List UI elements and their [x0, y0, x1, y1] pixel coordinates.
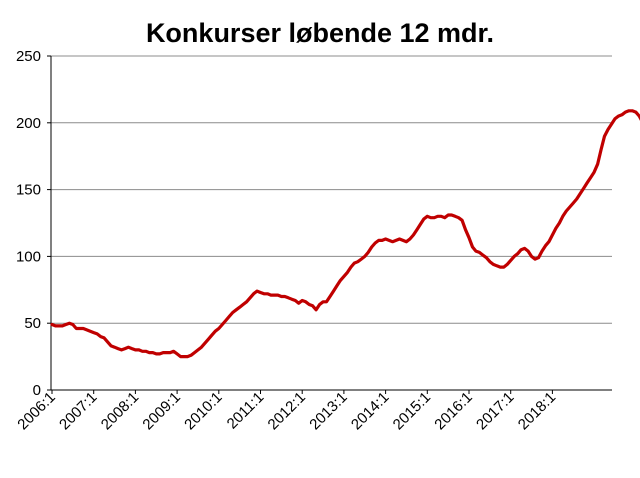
- x-tick-label: 2016:1: [431, 389, 475, 433]
- x-tick-label: 2018:1: [515, 389, 559, 433]
- y-tick-label: 150: [16, 182, 41, 199]
- x-tick-label: 2013:1: [306, 389, 350, 433]
- x-axis-ticks: 2006:12007:12008:12009:12010:12011:12012…: [14, 389, 559, 433]
- x-tick-label: 2014:1: [348, 389, 392, 433]
- axes: [47, 55, 612, 391]
- x-tick-label: 2009:1: [139, 389, 183, 433]
- chart-title: Konkurser løbende 12 mdr.: [146, 18, 494, 48]
- x-tick-label: 2010:1: [181, 389, 225, 433]
- y-tick-label: 200: [16, 115, 41, 132]
- x-tick-label: 2007:1: [56, 389, 100, 433]
- y-tick-label: 250: [16, 48, 41, 65]
- y-tick-label: 50: [24, 315, 41, 332]
- y-tick-label: 100: [16, 248, 41, 265]
- series-line: [50, 109, 640, 359]
- x-tick-label: 2008:1: [98, 389, 142, 433]
- x-tick-label: 2012:1: [265, 389, 309, 433]
- x-tick-label: 2017:1: [473, 389, 517, 433]
- x-tick-label: 2015:1: [390, 389, 434, 433]
- gridlines: [51, 55, 612, 324]
- y-tick-label: 0: [33, 382, 41, 399]
- series-group: [50, 109, 640, 359]
- y-axis-ticks: 0 50 100 150 200 250: [16, 48, 41, 399]
- x-tick-label: 2011:1: [224, 389, 268, 433]
